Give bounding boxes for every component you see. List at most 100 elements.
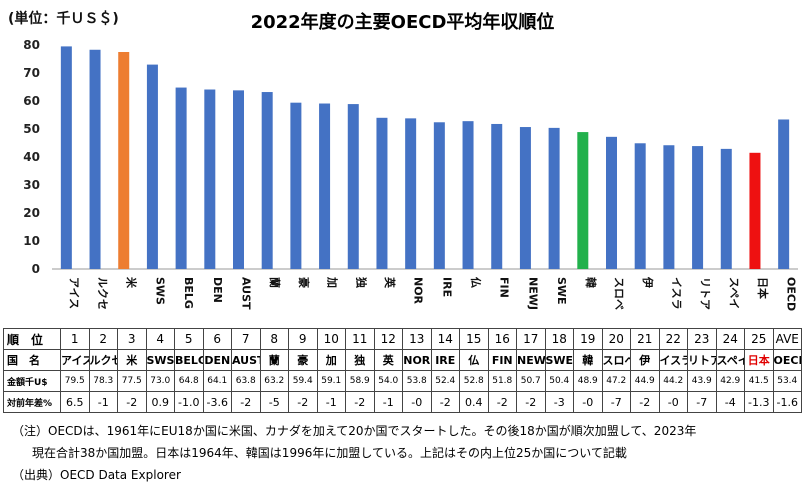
rank-cell: 22 (658, 328, 688, 350)
change-cell: 0.4 (459, 391, 489, 413)
source-line: （出典）OECD Data Explorer (12, 468, 181, 482)
rank-cell: 14 (430, 328, 460, 350)
x-tick-label: 韓 (584, 277, 598, 288)
name-cell: スロベ (601, 349, 631, 371)
name-cell: BELG (174, 349, 204, 371)
x-tick-label: 独 (354, 276, 368, 288)
change-cell: -1 (88, 391, 118, 413)
change-row-label: 対前年差% (3, 391, 61, 413)
notes: （注）OECDは、1961年にEU18か国に米国、カナダを加えて20か国でスター… (12, 420, 696, 486)
y-tick-label: 20 (23, 206, 40, 220)
x-tick-label: OECD (785, 277, 798, 311)
x-tick-label: AUST (240, 277, 253, 310)
bar (519, 127, 531, 269)
rank-row: 順 位 1 2 3 4 5 6 7 8 9 10 11 12 13 14 15 16 17 18 19 20 21 22 23… (3, 328, 802, 350)
amount-cell: 53.8 (402, 370, 432, 392)
note-line-2: 現在合計38か国加盟。日本は1964年、韓国は1996年に加盟している。上記はそ… (32, 446, 627, 460)
rank-cell: 17 (516, 328, 546, 350)
name-row: 国 名アイスルクセ米SWSBELGDENAUST蘭豪加独英NORIRE仏FINN… (3, 349, 802, 371)
x-tick-label: ルクセ (96, 277, 109, 310)
name-cell: DEN (202, 349, 232, 371)
rank-row-label: 順 位 (3, 328, 61, 350)
x-tick-label: SWS (153, 277, 166, 305)
rank-cell: 7 (231, 328, 261, 350)
change-cell: -4 (715, 391, 745, 413)
rank-cell: 16 (487, 328, 517, 350)
amount-cell: 50.7 (516, 370, 546, 392)
bar (319, 103, 331, 270)
change-cell: -2 (231, 391, 261, 413)
change-cell: -0 (402, 391, 432, 413)
x-tick-label: IRE (440, 277, 453, 297)
bar (663, 145, 675, 269)
name-cell: ルクセ (88, 349, 118, 371)
amount-cell: 42.9 (715, 370, 745, 392)
rank-cell: 6 (202, 328, 232, 350)
amount-cell: 44.9 (630, 370, 660, 392)
x-tick-label: 伊 (641, 276, 655, 288)
name-cell: 仏 (459, 349, 489, 371)
x-tick-label: イスラ (670, 277, 683, 310)
amount-cell: 54.0 (373, 370, 403, 392)
rank-cell: AVE (772, 328, 802, 350)
bar (491, 123, 503, 270)
data-table: 順 位 1 2 3 4 5 6 7 8 9 10 11 12 13 14 15 16 17 18 19 20 21 22 23… (3, 328, 802, 413)
name-cell: アイス (60, 349, 90, 371)
x-tick-label: 蘭 (268, 277, 282, 288)
x-tick-label: NEWJ (526, 277, 539, 310)
bar (462, 121, 474, 269)
bar (233, 90, 244, 269)
bar (577, 132, 589, 269)
rank-cell: 10 (316, 328, 346, 350)
amount-row-label: 金額千U$ (3, 370, 61, 392)
amount-cell: 50.4 (544, 370, 574, 392)
bar-chart: 0 10 20 30 40 50 60 70 80 アイス ルクセ 米 SWS BELG DEN AUST 蘭 豪… (23, 38, 798, 311)
rank-cell: 23 (687, 328, 717, 350)
name-cell: リトア (687, 349, 717, 371)
x-tick-label: スロベ (613, 277, 626, 310)
x-tick-label: NOR (412, 277, 425, 305)
amount-cell: 47.2 (601, 370, 631, 392)
bar (548, 127, 560, 269)
note-line-1: （注）OECDは、1961年にEU18か国に米国、カナダを加えて20か国でスター… (12, 424, 697, 438)
rank-cell: 21 (630, 328, 660, 350)
y-tick-label: 70 (23, 66, 40, 80)
amount-cell: 73.0 (145, 370, 175, 392)
amount-cell: 53.4 (772, 370, 802, 392)
change-cell: -0 (573, 391, 603, 413)
change-row: 対前年差% 6.5 -1 -2 0.9 -1.0 -3.6 -2 -5 -2 -1 -2 -1 -0 -2 0… (3, 391, 802, 413)
bar (405, 118, 417, 269)
x-tick-label: 英 (383, 276, 397, 289)
rank-cell: 12 (373, 328, 403, 350)
change-cell: -2 (345, 391, 375, 413)
amount-cell: 77.5 (117, 370, 147, 392)
amount-cell: 59.4 (288, 370, 318, 392)
amount-cell: 58.9 (345, 370, 375, 392)
change-cell: -7 (687, 391, 717, 413)
x-tick-label: リトア (699, 277, 712, 310)
bar (692, 146, 704, 269)
amount-cell: 63.8 (231, 370, 261, 392)
name-cell: 米 (117, 349, 147, 371)
rank-cell: 1 (60, 328, 90, 350)
amount-cell: 48.9 (573, 370, 603, 392)
amount-cell: 78.3 (88, 370, 118, 392)
name-cell: 豪 (288, 349, 318, 371)
bar (720, 148, 732, 269)
change-cell: -2 (487, 391, 517, 413)
y-tick-label: 80 (23, 38, 40, 52)
rank-cell: 2 (88, 328, 118, 350)
name-cell: NOR (402, 349, 432, 371)
amount-row: 金額千U$ 79.5 78.3 77.5 73.0 64.8 64.1 63.8 63.2 59.… (3, 370, 802, 392)
y-tick-label: 60 (23, 94, 40, 108)
x-tick-label: 加 (326, 276, 340, 288)
change-cell: -5 (259, 391, 289, 413)
change-cell: -3.6 (202, 391, 232, 413)
rank-cell: 9 (288, 328, 318, 350)
x-tick-label: BELG (182, 277, 195, 309)
rank-cell: 24 (715, 328, 745, 350)
amount-cell: 44.2 (658, 370, 688, 392)
name-cell: イスラ (658, 349, 688, 371)
rank-cell: 13 (402, 328, 432, 350)
unit-label: (単位：千ＵＳ＄) (8, 11, 119, 27)
